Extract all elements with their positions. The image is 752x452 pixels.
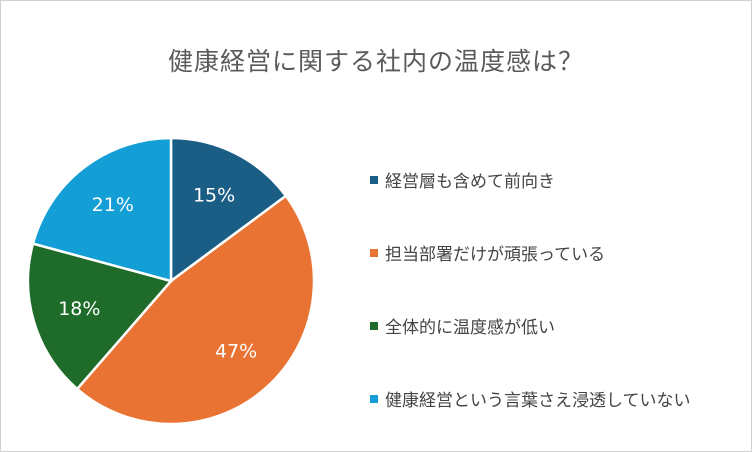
pie-slice-1 <box>169 136 288 284</box>
legend-swatch <box>370 321 378 330</box>
legend-swatch <box>370 175 378 184</box>
legend-label: 担当部署だけが頑張っている <box>385 245 606 265</box>
legend-swatch <box>370 394 378 403</box>
chart-title: 健康経営に関する社内の温度感は？ <box>167 47 584 76</box>
legend-item-1: 経営層も含めて前向き <box>370 167 555 192</box>
pie-data-label-1: 15% <box>193 184 235 206</box>
legend-item-4: 健康経営という言葉さえ浸透していない <box>370 386 691 411</box>
pie-data-label-4: 21% <box>92 194 134 216</box>
pie-slice-2 <box>75 194 316 426</box>
legend-label: 健康経営という言葉さえ浸透していない <box>385 391 691 411</box>
legend-swatch <box>370 248 378 257</box>
pie-slice-labels: 15% 47% 18% 21% <box>58 184 257 362</box>
pie-slice-4 <box>31 136 173 283</box>
legend-item-3: 全体的に温度感が低い <box>370 313 555 338</box>
legend-item-2: 担当部署だけが頑張っている <box>370 240 605 265</box>
pie-data-label-3: 18% <box>58 298 100 320</box>
pie-data-label-2: 47% <box>215 340 257 362</box>
legend-label: 全体的に温度感が低い <box>385 318 555 338</box>
legend-label: 経営層も含めて前向き <box>385 172 555 192</box>
pie-slice-3 <box>26 242 174 391</box>
pie-slices <box>26 136 316 426</box>
